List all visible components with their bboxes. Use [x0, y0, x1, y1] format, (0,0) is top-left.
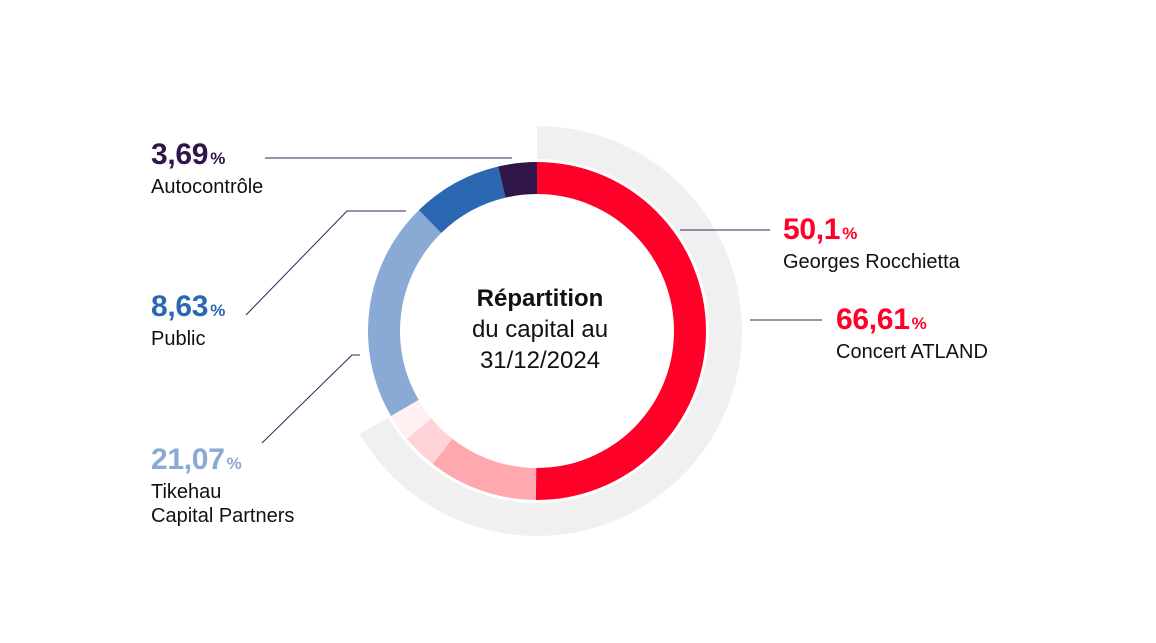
label-georges-rocchietta: 50,1% Georges Rocchietta [783, 214, 960, 274]
pct-concert: 66,61% [836, 304, 988, 340]
name-tikehau-line1: Tikehau [151, 481, 222, 503]
pct-georges: 50,1% [783, 214, 960, 250]
inner-slice-georges-rocchietta-0 [535, 162, 706, 500]
inner-slice-autocontr-le-6 [498, 162, 537, 198]
label-concert-atland: 66,61% Concert ATLAND [836, 304, 988, 364]
inner-slice-public-5 [418, 166, 506, 234]
pct-value-concert: 66,61 [836, 303, 910, 336]
pct-sign-concert: % [911, 314, 927, 333]
pct-sign-tikehau: % [226, 454, 242, 473]
name-tikehau-line2: Capital Partners [151, 505, 295, 527]
center-line-3: 31/12/2024 [479, 347, 601, 374]
pct-tikehau: 21,07% [151, 444, 294, 480]
label-autocontrole: 3,69% Autocontrôle [151, 139, 263, 199]
label-tikehau: 21,07% Tikehau Capital Partners [151, 444, 294, 528]
name-georges: Georges Rocchietta [783, 251, 960, 273]
pct-value-autocontrole: 3,69 [151, 138, 209, 171]
pct-public: 8,63% [151, 291, 225, 327]
pct-sign-public: % [210, 301, 226, 320]
name-concert: Concert ATLAND [836, 341, 988, 363]
name-public: Public [151, 328, 206, 350]
inner-slice-segment-2 [406, 418, 453, 464]
pct-value-public: 8,63 [151, 290, 209, 323]
pct-value-tikehau: 21,07 [151, 443, 225, 476]
pct-autocontrole: 3,69% [151, 139, 263, 175]
leader-line-public [245, 210, 406, 316]
pct-sign-georges: % [842, 224, 858, 243]
pct-value-georges: 50,1 [783, 213, 841, 246]
chart-center-label: Répartition du capital au 31/12/2024 [420, 283, 660, 376]
inner-slice-segment-3 [390, 399, 432, 439]
inner-slice-tikehau-capital-partners-4 [368, 210, 442, 417]
name-autocontrole: Autocontrôle [151, 176, 264, 198]
label-public: 8,63% Public [151, 291, 225, 351]
leader-line-tikehau [261, 354, 360, 444]
center-title: Répartition [476, 285, 604, 312]
leader-lines [245, 157, 822, 444]
inner-ring [368, 162, 706, 500]
inner-slice-segment-1 [432, 438, 537, 500]
pct-sign-autocontrole: % [210, 149, 226, 168]
center-line-2: du capital au [471, 316, 609, 343]
